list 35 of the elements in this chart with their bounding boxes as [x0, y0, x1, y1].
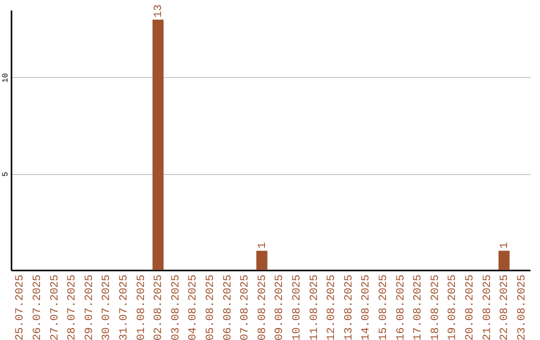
x-tick-label: 01.08.2025: [136, 274, 148, 340]
x-tick-label: 23.08.2025: [516, 274, 528, 340]
x-tick-label: 18.08.2025: [430, 274, 442, 340]
x-tick-label: 10.08.2025: [291, 274, 304, 340]
x-tick-label: 11.08.2025: [308, 274, 321, 340]
y-tick-label: 10: [2, 72, 10, 83]
y-tick-label: 5: [2, 172, 10, 177]
data-label: 1: [256, 242, 269, 249]
x-tick-label: 29.07.2025: [84, 274, 96, 340]
x-tick-label: 05.08.2025: [204, 274, 217, 340]
x-tick-label: 27.07.2025: [49, 274, 62, 340]
data-label: 13: [153, 4, 166, 18]
x-tick-label: 14.08.2025: [360, 274, 373, 340]
x-tick-label: 30.07.2025: [101, 274, 114, 340]
x-tick-label: 20.08.2025: [464, 274, 476, 340]
x-tick-label: 17.08.2025: [412, 274, 425, 340]
x-tick-label: 08.08.2025: [256, 274, 269, 340]
x-tick-label: 07.08.2025: [240, 274, 252, 340]
x-tick-label: 26.07.2025: [32, 274, 44, 340]
x-tick-label: 13.08.2025: [343, 274, 356, 340]
x-tick-label: 02.08.2025: [153, 274, 166, 340]
x-tick-label: 12.08.2025: [326, 274, 338, 340]
x-tick-label: 15.08.2025: [378, 274, 390, 340]
x-tick-label: 06.08.2025: [222, 274, 234, 340]
x-tick-label: 19.08.2025: [447, 274, 460, 340]
x-tick-label: 25.07.2025: [14, 274, 27, 340]
x-tick-label: 21.08.2025: [482, 274, 494, 340]
x-tick-label: 31.07.2025: [118, 274, 130, 340]
x-tick-label: 22.08.2025: [499, 274, 512, 340]
x-tick-label: 03.08.2025: [170, 274, 182, 340]
x-tick-label: 04.08.2025: [188, 274, 200, 340]
x-tick-label: 16.08.2025: [395, 274, 408, 340]
data-label: 1: [499, 242, 512, 249]
x-tick-label: 28.07.2025: [66, 274, 79, 340]
x-tick-label: 09.08.2025: [274, 274, 286, 340]
